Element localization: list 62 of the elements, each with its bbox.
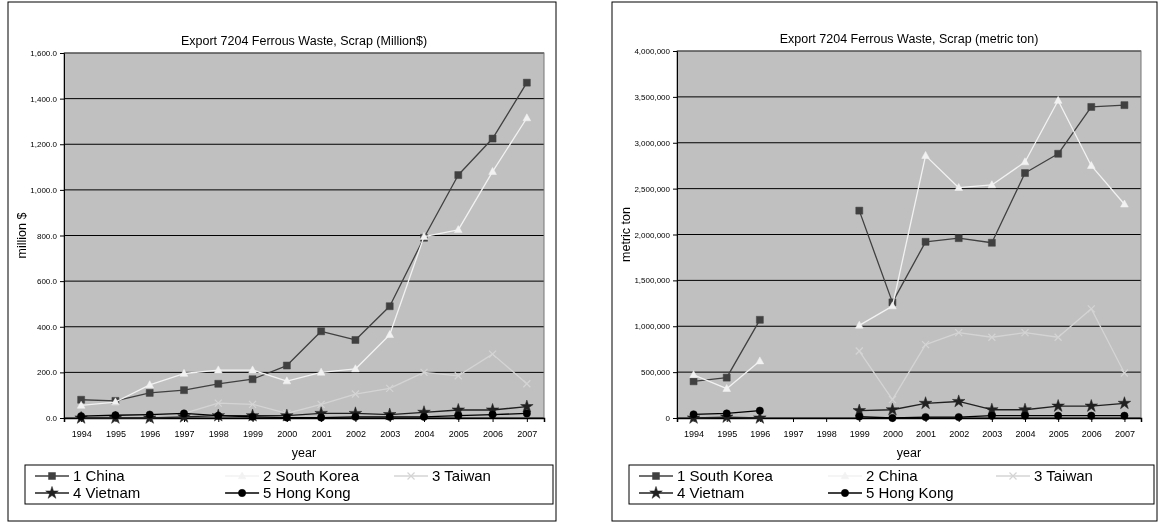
x-tick-label: 1997 [174,429,195,440]
x-tick-label: 2001 [916,429,937,440]
y-axis-title: metric ton [619,207,633,262]
x-tick-label: 1996 [140,429,161,440]
x-tick-label: 2004 [414,429,435,440]
x-tick-label: 2002 [949,429,970,440]
x-tick-label: 2005 [448,429,469,440]
y-tick-label: 3,500,000 [634,92,671,102]
legend-label: 1 South Korea [677,467,774,484]
y-tick-label: 3,000,000 [634,138,671,148]
legend-label: 2 China [866,467,919,484]
legend-label: 4 Vietnam [677,484,745,501]
legend-label: 5 Hong Kong [263,484,351,501]
y-tick-label: 1,400.0 [30,94,58,104]
y-tick-label: 1,000.0 [30,185,58,195]
legend-label: 3 Taiwan [1034,467,1093,484]
chart-title: Export 7204 Ferrous Waste, Scrap (metric ton) [779,32,1039,46]
x-tick-label: 1998 [208,429,229,440]
y-tick-label: 0.0 [45,414,58,424]
x-tick-label: 2007 [517,429,538,440]
y-tick-label: 1,600.0 [30,49,58,59]
y-tick-label: 200.0 [36,368,58,378]
x-axis-title: year [291,446,317,460]
x-tick-label: 1997 [783,429,804,440]
y-tick-label: 1,000,000 [634,322,671,332]
y-tick-label: 1,500,000 [634,276,671,286]
x-tick-label: 1995 [717,429,738,440]
y-tick-label: 1,200.0 [30,140,58,150]
y-tick-label: 2,000,000 [634,230,671,240]
x-tick-label: 1994 [71,429,92,440]
x-axis-title: year [896,446,922,460]
y-tick-label: 800.0 [36,231,58,241]
x-tick-label: 2006 [1081,429,1102,440]
y-tick-label: 500,000 [641,368,671,378]
x-tick-label: 2007 [1114,429,1135,440]
x-tick-label: 2002 [345,429,366,440]
legend-label: 5 Hong Kong [866,484,954,501]
x-tick-label: 2000 [277,429,298,440]
x-tick-label: 1994 [684,429,705,440]
x-tick-label: 2003 [982,429,1003,440]
x-tick-label: 1995 [105,429,126,440]
x-tick-label: 1999 [849,429,870,440]
x-tick-label: 2000 [882,429,903,440]
chart-title: Export 7204 Ferrous Waste, Scrap (Million$) [180,34,428,48]
legend-label: 4 Vietnam [73,484,141,501]
y-tick-label: 2,500,000 [634,184,671,194]
x-tick-label: 2006 [483,429,504,440]
y-axis-title: million $ [15,212,29,259]
x-tick-label: 2004 [1015,429,1036,440]
x-tick-label: 2005 [1048,429,1069,440]
y-tick-label: 600.0 [36,277,58,287]
x-tick-label: 1999 [243,429,264,440]
legend-label: 1 China [73,467,126,484]
y-tick-label: 0 [665,414,671,424]
x-tick-label: 1996 [750,429,771,440]
x-tick-label: 2001 [311,429,332,440]
legend-label: 2 South Korea [263,467,360,484]
y-tick-label: 400.0 [36,322,58,332]
y-tick-label: 4,000,000 [634,47,671,57]
legend-label: 3 Taiwan [432,467,491,484]
x-tick-label: 2003 [380,429,401,440]
x-tick-label: 1998 [816,429,837,440]
